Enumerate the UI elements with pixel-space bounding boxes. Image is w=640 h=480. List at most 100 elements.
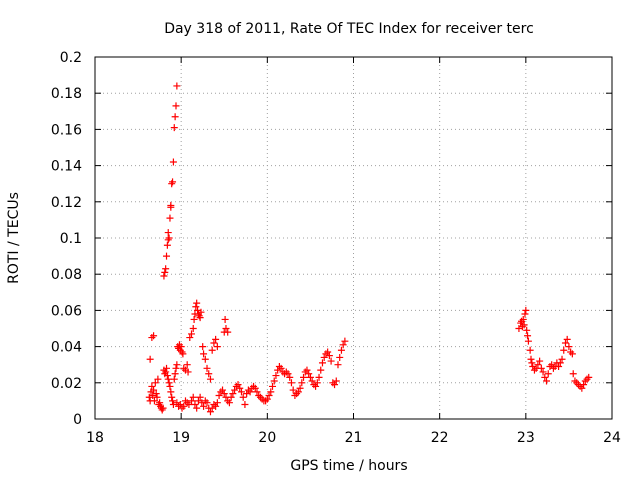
data-point (534, 361, 542, 369)
data-point (180, 402, 188, 410)
data-point (527, 355, 535, 363)
data-point (578, 384, 586, 392)
data-point (256, 393, 264, 401)
data-point (318, 359, 326, 367)
data-point (576, 382, 584, 390)
y-tick-label: 0.02 (51, 376, 82, 392)
data-point (206, 408, 214, 416)
data-point (210, 339, 218, 347)
data-point (168, 180, 176, 188)
data-point (522, 306, 530, 314)
data-point (183, 361, 191, 369)
x-tick-label: 22 (431, 430, 449, 446)
data-point (232, 382, 240, 390)
data-point (206, 375, 214, 383)
data-point (331, 381, 339, 389)
data-point (190, 315, 198, 323)
data-points (145, 82, 593, 416)
data-point (558, 355, 566, 363)
data-point (573, 379, 581, 387)
y-tick-label: 0.1 (60, 231, 82, 247)
data-point (270, 377, 278, 385)
data-point (237, 388, 245, 396)
data-point (163, 372, 171, 380)
data-point (563, 335, 571, 343)
data-point (250, 382, 258, 390)
data-point (341, 337, 349, 345)
data-point (528, 359, 536, 367)
data-point (156, 399, 164, 407)
data-point (192, 303, 200, 311)
y-tick-label: 0.16 (51, 122, 82, 138)
data-point (296, 384, 304, 392)
data-point (193, 299, 201, 307)
data-point (227, 393, 235, 401)
data-point (241, 401, 249, 409)
data-point (548, 361, 556, 369)
data-point (175, 341, 183, 349)
data-point (287, 379, 295, 387)
data-point (225, 399, 233, 407)
data-point (543, 377, 551, 385)
data-point (272, 372, 280, 380)
data-point (327, 357, 335, 365)
data-point (179, 350, 187, 358)
data-point (561, 339, 569, 347)
x-axis-title: GPS time / hours (290, 458, 407, 474)
data-point (200, 350, 208, 358)
data-point (217, 388, 225, 396)
data-point (164, 229, 172, 237)
y-tick-label: 0.04 (51, 340, 82, 356)
data-point (212, 335, 220, 343)
data-point (537, 364, 545, 372)
data-point (177, 343, 185, 351)
data-point (518, 323, 526, 331)
data-point (165, 234, 173, 242)
data-point (158, 406, 166, 414)
data-point (145, 393, 153, 401)
data-point (580, 381, 588, 389)
data-point (196, 314, 204, 322)
data-point (169, 397, 177, 405)
data-point (523, 326, 531, 334)
data-point (317, 366, 325, 374)
data-point (293, 390, 301, 398)
data-point (212, 402, 220, 410)
data-point (519, 315, 527, 323)
data-point (560, 346, 568, 354)
data-point (200, 402, 208, 410)
data-point (189, 325, 197, 332)
data-point (337, 346, 345, 354)
data-point (530, 366, 538, 374)
data-point (166, 382, 174, 390)
data-point (274, 366, 282, 374)
data-point (322, 350, 330, 358)
data-point (524, 332, 532, 340)
data-point (246, 388, 254, 396)
data-point (164, 375, 172, 383)
data-point (197, 308, 205, 316)
data-point (205, 370, 213, 378)
data-point (308, 377, 316, 385)
x-tick-label: 21 (345, 430, 363, 446)
data-point (239, 393, 247, 401)
data-point (222, 325, 230, 332)
data-point (184, 368, 192, 376)
data-point (185, 401, 193, 409)
data-point (163, 364, 171, 372)
data-point (148, 382, 156, 390)
data-point (332, 377, 340, 385)
data-point (162, 368, 170, 376)
data-point (294, 388, 302, 396)
data-point (170, 124, 178, 132)
data-point (243, 390, 251, 398)
data-point (203, 364, 211, 372)
data-point (169, 178, 177, 186)
data-point (224, 328, 232, 336)
data-point (171, 113, 179, 121)
data-point (152, 390, 160, 398)
data-point (234, 381, 242, 389)
data-point (539, 368, 547, 376)
data-point (556, 359, 564, 367)
